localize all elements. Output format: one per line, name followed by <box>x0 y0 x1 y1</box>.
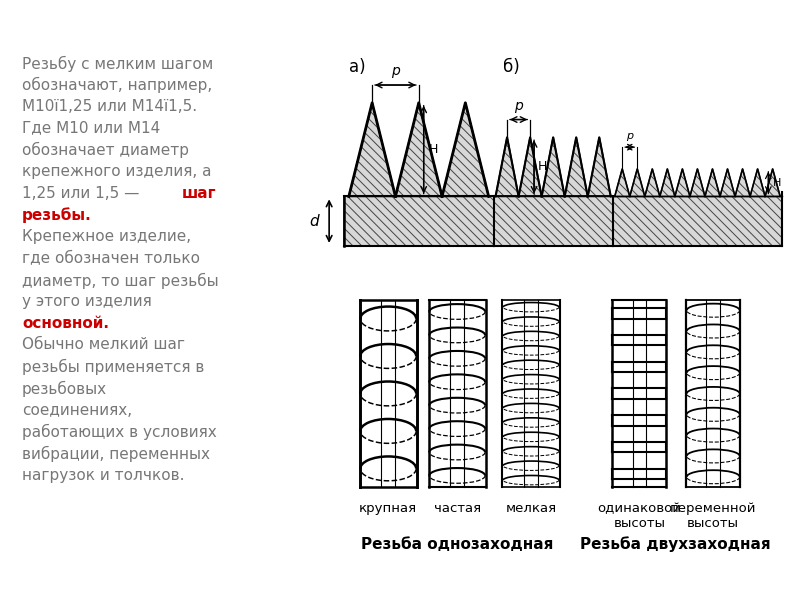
Polygon shape <box>395 103 442 196</box>
Text: частая: частая <box>434 502 481 515</box>
Text: соединениях,: соединениях, <box>22 403 132 418</box>
Text: р: р <box>514 98 523 113</box>
Polygon shape <box>495 137 518 196</box>
Polygon shape <box>588 137 610 196</box>
Polygon shape <box>542 137 565 196</box>
Text: крупная: крупная <box>359 502 418 515</box>
Text: резьбы применяется в: резьбы применяется в <box>22 359 204 376</box>
Text: обозначает диаметр: обозначает диаметр <box>22 142 189 158</box>
Text: шаг: шаг <box>182 185 216 200</box>
Text: диаметр, то шаг резьбы: диаметр, то шаг резьбы <box>22 272 218 289</box>
Polygon shape <box>750 169 765 196</box>
Text: М10ї1,25 или М14ї1,5.: М10ї1,25 или М14ї1,5. <box>22 99 197 114</box>
Polygon shape <box>349 103 395 196</box>
Polygon shape <box>675 169 690 196</box>
Polygon shape <box>494 196 613 246</box>
Polygon shape <box>614 169 630 196</box>
Polygon shape <box>735 169 750 196</box>
Text: а): а) <box>349 58 366 76</box>
Text: р: р <box>391 64 400 78</box>
Text: 1,25 или 1,5 —: 1,25 или 1,5 — <box>22 185 144 200</box>
Text: Резьбу с мелким шагом: Резьбу с мелким шагом <box>22 55 213 71</box>
Text: d: d <box>310 214 319 229</box>
Text: Н: Н <box>538 160 547 173</box>
Text: мелкая: мелкая <box>506 502 557 515</box>
Text: переменной: переменной <box>670 502 757 515</box>
Polygon shape <box>565 137 588 196</box>
Text: резьбовых: резьбовых <box>22 381 107 397</box>
Text: б): б) <box>503 58 520 76</box>
Polygon shape <box>344 196 494 246</box>
Polygon shape <box>765 169 780 196</box>
Text: Н: Н <box>429 143 438 156</box>
Text: где обозначен только: где обозначен только <box>22 251 200 266</box>
Text: у этого изделия: у этого изделия <box>22 294 152 309</box>
Text: Обычно мелкий шаг: Обычно мелкий шаг <box>22 337 185 352</box>
Text: р: р <box>626 131 634 141</box>
Text: Крепежное изделие,: Крепежное изделие, <box>22 229 191 244</box>
Text: Резьба однозаходная: Резьба однозаходная <box>361 536 554 551</box>
Polygon shape <box>518 137 542 196</box>
Polygon shape <box>705 169 720 196</box>
Polygon shape <box>720 169 735 196</box>
Polygon shape <box>613 196 782 246</box>
Polygon shape <box>660 169 675 196</box>
Text: резьбы.: резьбы. <box>22 208 92 223</box>
Text: высоты: высоты <box>687 517 739 530</box>
Polygon shape <box>630 169 645 196</box>
Text: работающих в условиях: работающих в условиях <box>22 424 217 440</box>
Text: Резьба двухзаходная: Резьба двухзаходная <box>581 536 771 553</box>
Polygon shape <box>442 103 489 196</box>
Text: обозначают, например,: обозначают, например, <box>22 77 212 93</box>
Text: одинаковой: одинаковой <box>598 502 682 515</box>
Text: нагрузок и толчков.: нагрузок и толчков. <box>22 467 184 482</box>
Text: Н: Н <box>774 178 782 188</box>
Polygon shape <box>690 169 705 196</box>
Polygon shape <box>645 169 660 196</box>
Text: крепежного изделия, а: крепежного изделия, а <box>22 164 211 179</box>
Text: основной.: основной. <box>22 316 109 331</box>
Text: Где М10 или М14: Где М10 или М14 <box>22 121 160 136</box>
Text: высоты: высоты <box>614 517 666 530</box>
Text: вибрации, переменных: вибрации, переменных <box>22 446 210 462</box>
